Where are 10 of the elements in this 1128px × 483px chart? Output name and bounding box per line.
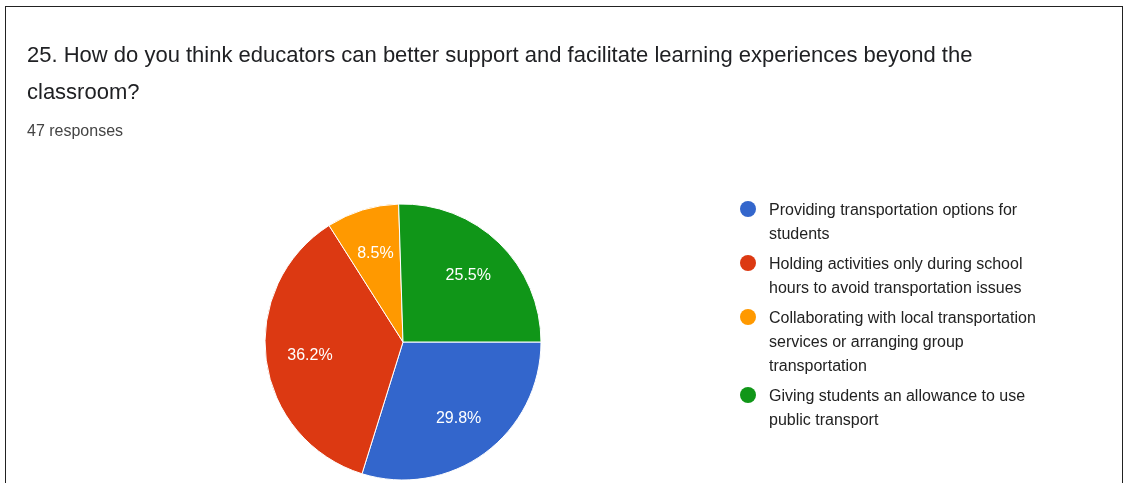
- data-label: 25.5%: [445, 266, 491, 284]
- data-label: 36.2%: [287, 345, 333, 363]
- data-label: 8.5%: [357, 243, 394, 261]
- legend-label: Holding activities only during school hours to avoid transportation issues: [769, 254, 1024, 298]
- legend-label: Collaborating with local transportation services or arranging group transportation: [769, 308, 1037, 376]
- text: 47 responses: [27, 122, 124, 140]
- legend-label: Giving students an allowance to use public transport: [769, 386, 1027, 430]
- chart-title: 25. How do you think educators can better support and facilitate learning experiences beyond the classroom?: [27, 41, 974, 106]
- data-label: 29.8%: [435, 409, 482, 427]
- legend-label: Providing transportation options for students: [769, 200, 1019, 244]
